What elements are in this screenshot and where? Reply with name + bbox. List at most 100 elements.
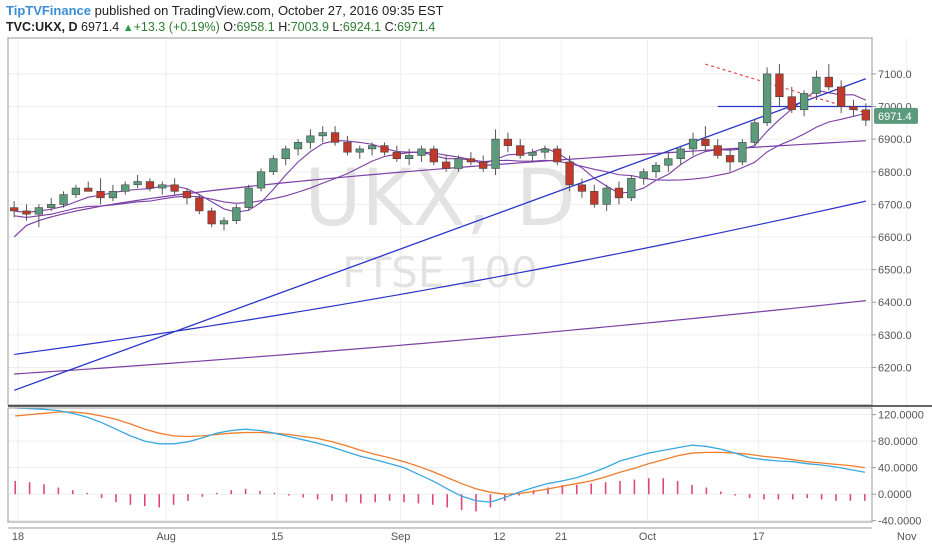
candle-body	[849, 106, 858, 111]
candle-body	[577, 184, 587, 192]
candle-body	[355, 148, 364, 153]
candle-body	[429, 148, 438, 163]
candle-body	[22, 210, 31, 215]
candle-body	[343, 142, 352, 153]
brand-link[interactable]: TipTVFinance	[6, 3, 91, 18]
candle-body	[47, 204, 56, 208]
open-value: 6958.1	[236, 20, 275, 34]
candle-body	[442, 161, 451, 169]
candle-body	[713, 145, 722, 156]
macd-signal-line	[15, 411, 865, 495]
time-tick-label: 21	[555, 531, 567, 543]
last-price: 6971.4	[81, 20, 120, 34]
candle-body	[367, 145, 377, 150]
candle-body	[195, 197, 204, 212]
candle-body	[281, 148, 290, 160]
publish-line: TipTVFinance published on TradingView.co…	[6, 2, 443, 19]
candle-body	[392, 151, 401, 160]
candle-body	[182, 191, 192, 199]
candle-body	[84, 187, 93, 192]
candle-body	[417, 148, 426, 156]
candle-body	[565, 161, 574, 186]
time-tick-label: Aug	[156, 531, 176, 543]
candle-body	[170, 184, 179, 192]
candle-body	[10, 207, 19, 212]
candle-body	[540, 148, 550, 153]
candle-body	[590, 191, 599, 205]
ma-fast-line	[14, 89, 867, 214]
up-arrow-icon: ▲	[122, 22, 134, 34]
candle-body	[330, 132, 340, 143]
candle-body	[553, 148, 562, 163]
ma-line	[14, 300, 866, 375]
high-value: 7003.9	[290, 20, 329, 34]
candle-body	[651, 164, 661, 173]
price-tick-label: 6900.0	[878, 134, 912, 146]
time-tick-label: Sep	[391, 531, 411, 543]
published-text: published on TradingView.com, October 27…	[94, 3, 444, 18]
candle-body	[256, 171, 266, 189]
candle-body	[762, 73, 772, 124]
candle-body	[380, 145, 389, 153]
price-badge-text: 6971.4	[878, 111, 912, 123]
candle-body	[701, 138, 710, 146]
candle-body	[96, 191, 105, 199]
candles	[10, 64, 870, 231]
candle-body	[318, 132, 327, 137]
open-label: O:	[223, 20, 237, 34]
candle-body	[528, 151, 537, 156]
candle-body	[861, 109, 870, 121]
price-panel-frame	[7, 37, 873, 406]
candle-body	[121, 184, 130, 192]
candle-body	[108, 191, 118, 199]
symbol-label[interactable]: TVC:UKX, D	[6, 20, 78, 34]
time-tick-label: 12	[493, 531, 505, 543]
candle-body	[775, 73, 784, 98]
ma-line	[13, 140, 866, 238]
candle-body	[232, 207, 241, 221]
close-value: 6971.4	[397, 20, 436, 34]
time-tick-label: 15	[271, 531, 283, 543]
candle-body	[750, 122, 759, 143]
time-tick-label: Nov	[897, 531, 917, 543]
candle-body	[738, 142, 747, 163]
ma-medium-line	[14, 112, 866, 218]
candle-body	[491, 138, 500, 169]
macd-tick-label: 0.0000	[878, 489, 912, 501]
price-badge	[874, 107, 918, 124]
candle-body	[479, 161, 488, 169]
ohlc-line: TVC:UKX, D 6971.4 ▲+13.3 (+0.19%) O:6958…	[6, 19, 435, 37]
axes: 6200.0 6300.0 6400.0 6500.0 6600.0 6700.0 6800…	[7, 37, 932, 543]
macd-tick-label: 80.0000	[878, 436, 918, 448]
macd-tick-label: 120.0000	[878, 410, 924, 422]
watermark-symbol: UKX, D	[304, 154, 575, 244]
candle-body	[725, 155, 735, 163]
candle-body	[405, 155, 414, 160]
candle-body	[787, 96, 796, 111]
candle-body	[627, 177, 636, 199]
rising-trendline	[13, 78, 867, 391]
price-tick-label: 6700.0	[878, 199, 912, 211]
price-tick-label: 6400.0	[878, 297, 912, 309]
candle-body	[639, 171, 648, 179]
candle-body	[614, 187, 624, 199]
moving-averages	[13, 89, 867, 375]
time-tick-label: Oct	[639, 531, 656, 543]
candle-body	[59, 194, 68, 205]
macd-tick-label: -40.0000	[878, 516, 921, 528]
watermark-name: FTSE 100	[342, 248, 538, 297]
candle-body	[133, 181, 142, 186]
candle-body	[244, 187, 253, 208]
price-tick-label: 6200.0	[878, 362, 912, 374]
ma-line	[14, 200, 866, 356]
time-tick-label: 18	[12, 531, 24, 543]
candle-body	[664, 158, 673, 166]
candle-body	[602, 187, 611, 205]
candle-body	[454, 158, 463, 169]
close-label: C:	[384, 20, 398, 34]
candle-body	[207, 210, 216, 225]
price-tick-label: 6800.0	[878, 167, 912, 179]
price-tick-label: 6300.0	[878, 330, 912, 342]
price-tick-label: 7100.0	[878, 69, 912, 81]
